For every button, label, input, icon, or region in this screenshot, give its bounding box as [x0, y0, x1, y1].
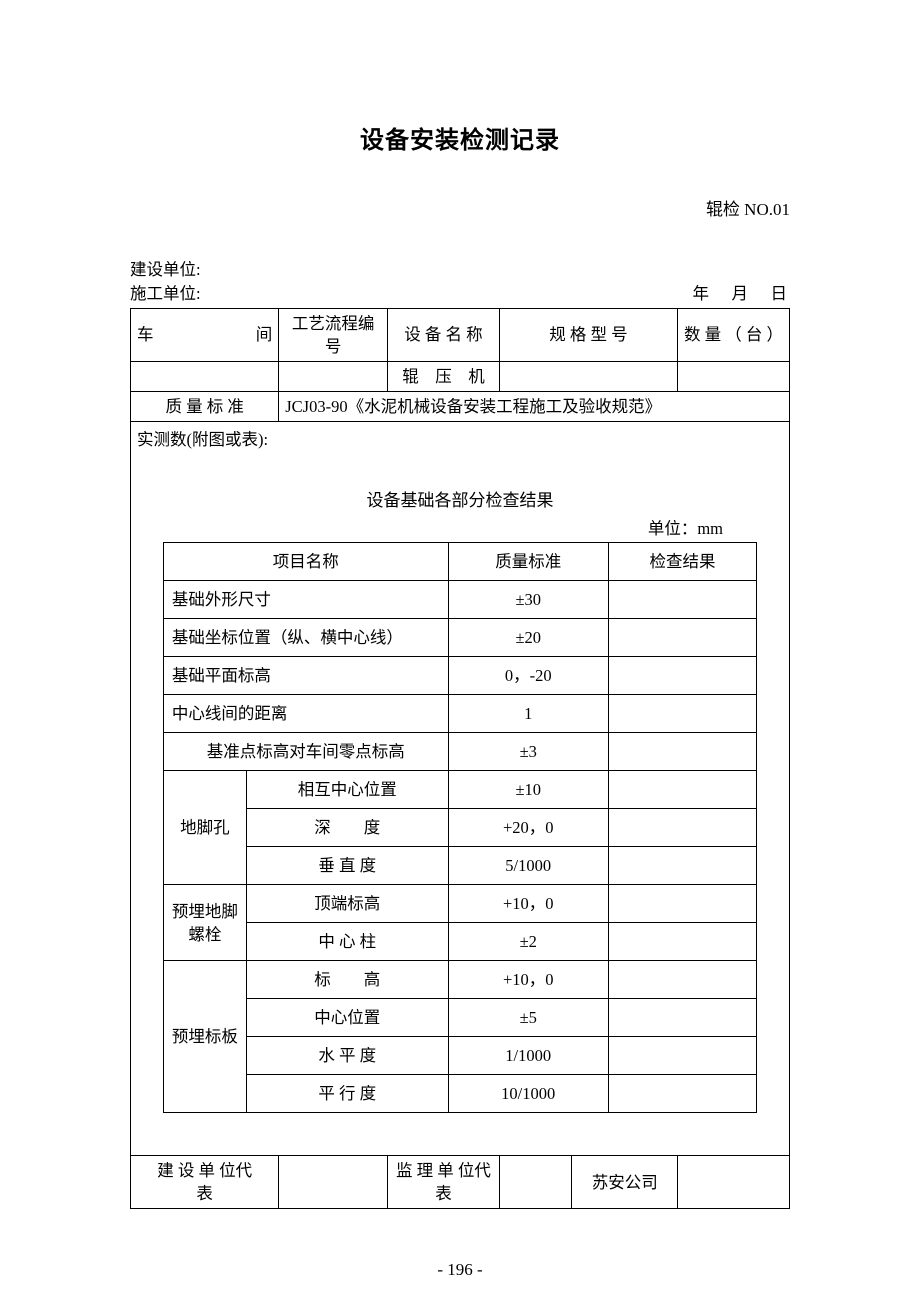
item-name: 顶端标高 — [246, 885, 448, 923]
inner-table-unit: 单位：mm — [137, 517, 783, 540]
item-result[interactable] — [608, 847, 756, 885]
quality-std-label: 质 量 标 准 — [131, 392, 279, 422]
val-spec[interactable] — [500, 362, 678, 392]
quality-std-value: JCJ03-90《水泥机械设备安装工程施工及验收规范》 — [279, 392, 790, 422]
item-name: 基础外形尺寸 — [163, 581, 448, 619]
item-result[interactable] — [608, 999, 756, 1037]
value-row: 辊 压 机 — [131, 362, 790, 392]
hdr-process-no: 工艺流程编号 — [279, 308, 388, 361]
item-std: +20，0 — [448, 809, 608, 847]
hdr-equip-name: 设 备 名 称 — [387, 308, 499, 361]
item-name: 中心位置 — [246, 999, 448, 1037]
item-std: +10，0 — [448, 961, 608, 999]
item-std: ±20 — [448, 619, 608, 657]
item-std: 0，-20 — [448, 657, 608, 695]
table-row: 地脚孔 相互中心位置 ±10 — [163, 771, 756, 809]
table-row: 水 平 度 1/1000 — [163, 1037, 756, 1075]
construction-unit-label: 建设单位: — [130, 258, 201, 282]
group-anchor-label: 地脚孔 — [163, 771, 246, 885]
table-row: 预埋标板 标 高 +10，0 — [163, 961, 756, 999]
item-name: 基础坐标位置（纵、横中心线） — [163, 619, 448, 657]
item-name: 基础平面标高 — [163, 657, 448, 695]
val-process-no[interactable] — [279, 362, 388, 392]
item-result[interactable] — [608, 657, 756, 695]
item-result[interactable] — [608, 885, 756, 923]
document-number: 辊检 NO.01 — [130, 195, 790, 220]
item-name: 垂 直 度 — [246, 847, 448, 885]
owner-rep-label: 建 设 单 位代 表 — [131, 1156, 279, 1209]
header-row: 车 间 工艺流程编号 设 备 名 称 规 格 型 号 数 量 （ 台 ） — [131, 308, 790, 361]
item-name: 平 行 度 — [246, 1075, 448, 1113]
item-std: 5/1000 — [448, 847, 608, 885]
measured-data-cell: 实测数(附图或表): 设备基础各部分检查结果 单位：mm 项目名称 质量标准 检… — [131, 422, 790, 1156]
table-row: 中 心 柱 ±2 — [163, 923, 756, 961]
document-title: 设备安装检测记录 — [130, 120, 790, 155]
inner-hdr-name: 项目名称 — [163, 543, 448, 581]
item-std: 1/1000 — [448, 1037, 608, 1075]
item-result[interactable] — [608, 771, 756, 809]
item-std: ±3 — [448, 733, 608, 771]
item-std: 1 — [448, 695, 608, 733]
item-name: 水 平 度 — [246, 1037, 448, 1075]
item-name: 相互中心位置 — [246, 771, 448, 809]
item-result[interactable] — [608, 581, 756, 619]
table-row: 平 行 度 10/1000 — [163, 1075, 756, 1113]
table-row: 垂 直 度 5/1000 — [163, 847, 756, 885]
inner-header-row: 项目名称 质量标准 检查结果 — [163, 543, 756, 581]
val-qty[interactable] — [677, 362, 789, 392]
item-result[interactable] — [608, 695, 756, 733]
table-row: 预埋地脚螺栓 顶端标高 +10，0 — [163, 885, 756, 923]
main-form-table: 车 间 工艺流程编号 设 备 名 称 规 格 型 号 数 量 （ 台 ） 辊 压… — [130, 308, 790, 1210]
supervisor-rep-label: 监 理 单 位代 表 — [387, 1156, 499, 1209]
item-result[interactable] — [608, 961, 756, 999]
item-std: 10/1000 — [448, 1075, 608, 1113]
page-number: - 196 - — [0, 1260, 920, 1280]
quality-std-row: 质 量 标 准 JCJ03-90《水泥机械设备安装工程施工及验收规范》 — [131, 392, 790, 422]
signature-row: 建 设 单 位代 表 监 理 单 位代 表 苏安公司 — [131, 1156, 790, 1209]
item-std: ±5 — [448, 999, 608, 1037]
inner-hdr-std: 质量标准 — [448, 543, 608, 581]
item-std: ±30 — [448, 581, 608, 619]
table-row: 基础外形尺寸 ±30 — [163, 581, 756, 619]
inspection-results-table: 项目名称 质量标准 检查结果 基础外形尺寸 ±30 基础坐标位置（纵、横中心线）… — [163, 542, 757, 1113]
item-result[interactable] — [608, 1037, 756, 1075]
hdr-qty: 数 量 （ 台 ） — [677, 308, 789, 361]
hdr-workshop: 车 间 — [137, 323, 272, 346]
table-row: 基础坐标位置（纵、横中心线） ±20 — [163, 619, 756, 657]
table-row: 深 度 +20，0 — [163, 809, 756, 847]
table-row: 中心位置 ±5 — [163, 999, 756, 1037]
item-std: ±2 — [448, 923, 608, 961]
item-result[interactable] — [608, 809, 756, 847]
company-label: 苏安公司 — [572, 1156, 677, 1209]
item-name: 中心线间的距离 — [163, 695, 448, 733]
group-bolt-label: 预埋地脚螺栓 — [163, 885, 246, 961]
header-lines: 建设单位: 施工单位: 年 月 日 — [130, 258, 790, 306]
val-equip-name: 辊 压 机 — [387, 362, 499, 392]
table-row: 基准点标高对车间零点标高 ±3 — [163, 733, 756, 771]
item-std: +10，0 — [448, 885, 608, 923]
val-workshop[interactable] — [131, 362, 279, 392]
date-placeholder: 年 月 日 — [693, 282, 791, 306]
item-name: 标 高 — [246, 961, 448, 999]
contractor-unit-label: 施工单位: — [130, 282, 201, 306]
item-name: 中 心 柱 — [246, 923, 448, 961]
item-name: 基准点标高对车间零点标高 — [163, 733, 448, 771]
table-row: 中心线间的距离 1 — [163, 695, 756, 733]
company-sign[interactable] — [677, 1156, 789, 1209]
measured-label: 实测数(附图或表): — [137, 428, 783, 451]
inner-table-title: 设备基础各部分检查结果 — [137, 489, 783, 513]
item-result[interactable] — [608, 619, 756, 657]
group-plate-label: 预埋标板 — [163, 961, 246, 1113]
item-std: ±10 — [448, 771, 608, 809]
item-result[interactable] — [608, 1075, 756, 1113]
item-result[interactable] — [608, 733, 756, 771]
item-result[interactable] — [608, 923, 756, 961]
hdr-spec: 规 格 型 号 — [500, 308, 678, 361]
inner-hdr-result: 检查结果 — [608, 543, 756, 581]
item-name: 深 度 — [246, 809, 448, 847]
table-row: 基础平面标高 0，-20 — [163, 657, 756, 695]
